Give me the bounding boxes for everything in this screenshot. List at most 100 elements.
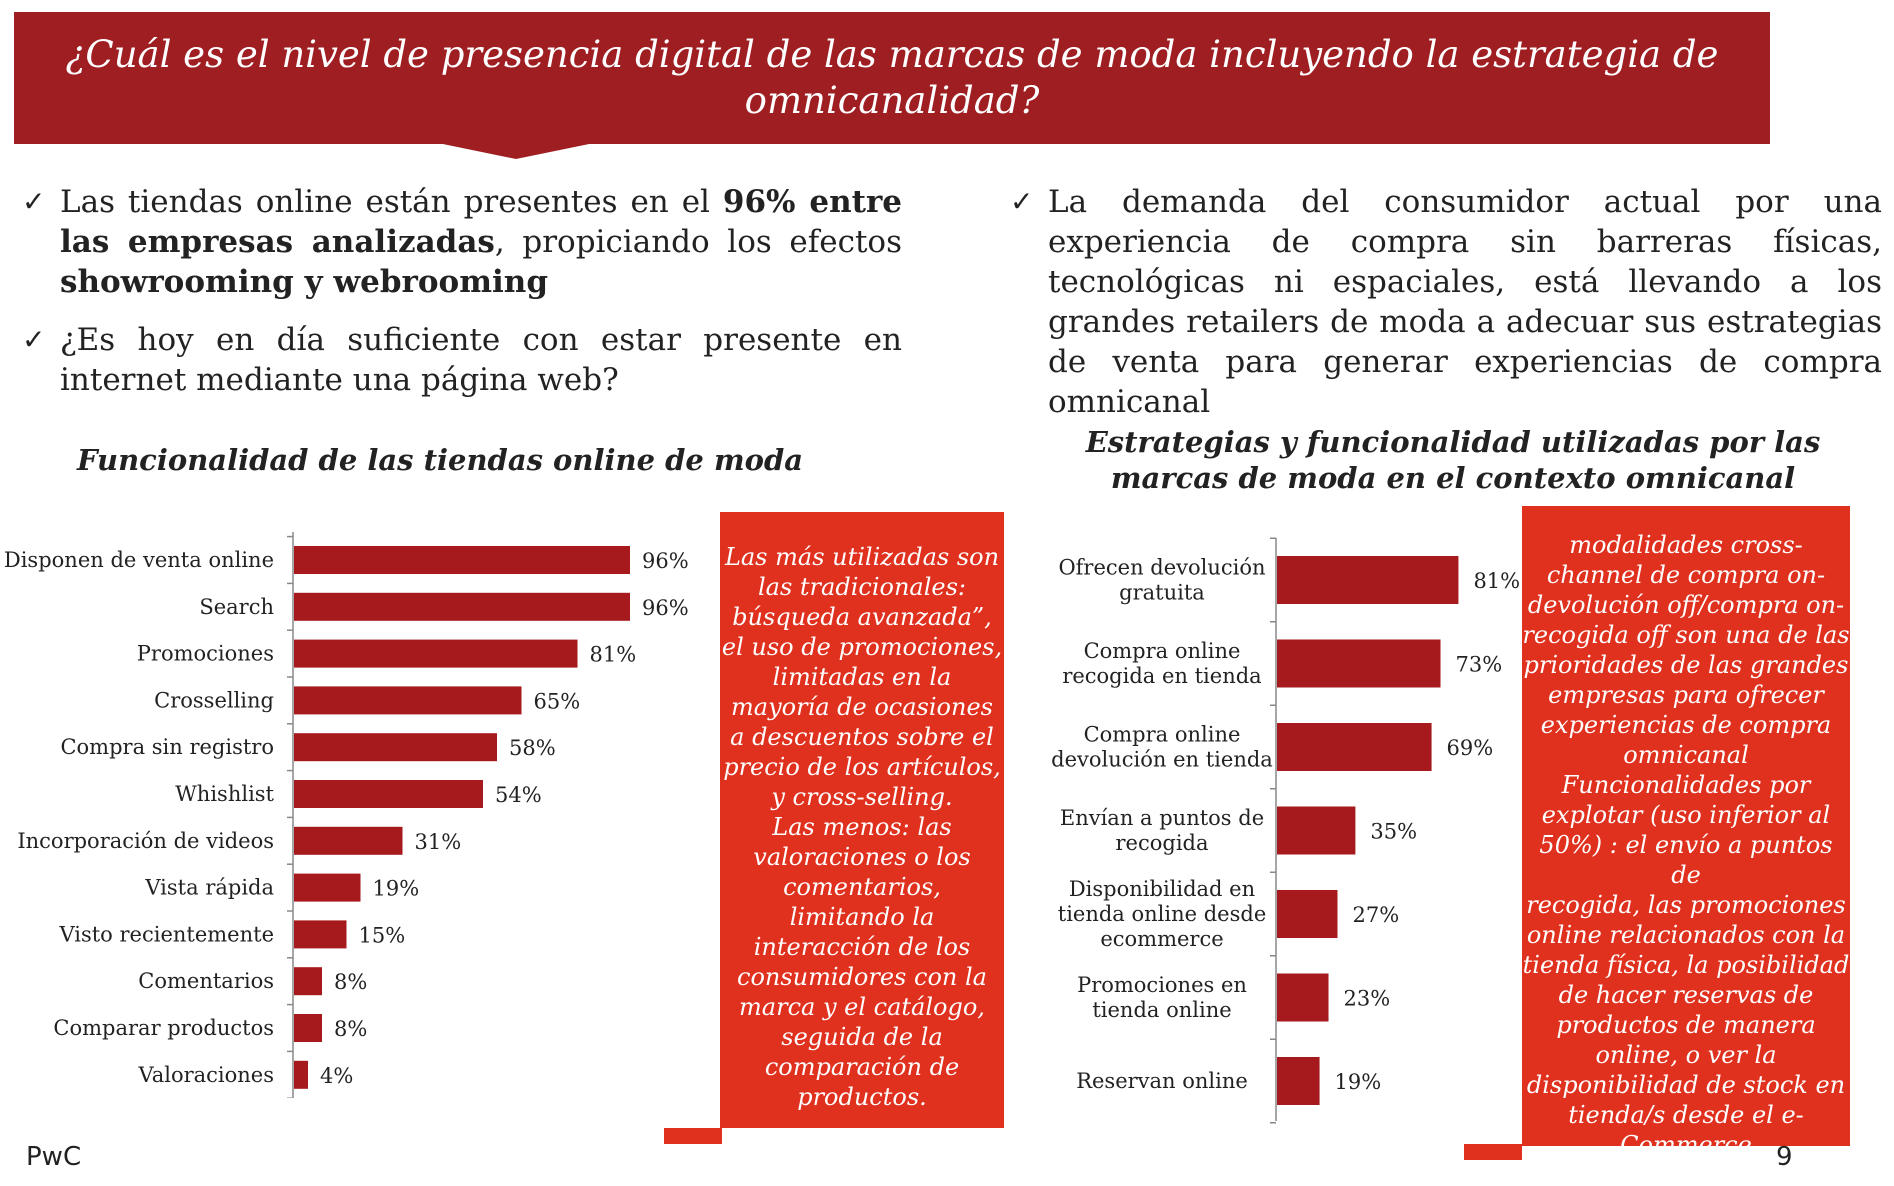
category-label: Crosselling (154, 688, 274, 712)
bar (294, 592, 630, 621)
bar (294, 733, 497, 762)
page-title-line1: ¿Cuál es el nivel de presencia digital d… (65, 33, 1719, 76)
callout-right-line: experiencias de compra (1540, 711, 1832, 739)
category-label: Comentarios (138, 969, 274, 993)
bar (294, 686, 522, 715)
data-label: 81% (590, 643, 637, 667)
callout-right-line: de hacer reservas de (1558, 981, 1814, 1009)
page-title-line2: omnicanalidad? (744, 79, 1040, 122)
category-label: Compra sin registro (60, 735, 274, 759)
callout-left-line: interacción de los (753, 933, 971, 961)
callout-right-line: omnicanal (1623, 741, 1749, 769)
bar (1277, 806, 1356, 855)
category-label: Incorporación de videos (17, 829, 274, 853)
data-label: 81% (1473, 569, 1520, 593)
data-label: 8% (334, 970, 367, 994)
callout-left-line: comparación de (764, 1053, 960, 1081)
callout-right-line: devolución off/compra on- (1527, 591, 1845, 619)
category-label: Search (199, 595, 274, 619)
data-label: 35% (1370, 820, 1417, 844)
callout-right-line: tienda/s desde el e- (1568, 1101, 1804, 1129)
chart-1-title: Funcionalidad de las tiendas online de m… (76, 443, 804, 477)
check-icon: ✓ (22, 185, 46, 218)
data-label: 19% (1335, 1070, 1382, 1094)
category-label: ecommerce (1100, 927, 1223, 951)
callout-left-line: valoraciones o los (753, 843, 971, 871)
category-label: recogida (1116, 831, 1209, 855)
callout-right-line: tienda física, la posibilidad (1522, 951, 1850, 979)
category-label: devolución en tienda (1051, 748, 1273, 772)
callout-right-line: Funcionalidades por (1561, 771, 1811, 799)
category-label: Disponen de venta online (4, 548, 274, 572)
title-banner (14, 12, 1770, 144)
bar (294, 780, 483, 808)
data-label: 23% (1344, 987, 1391, 1011)
callout-right-line: recogida, las promociones (1526, 891, 1846, 919)
callout-left-line: Las más utilizadas son (724, 543, 1000, 571)
category-label: Envían a puntos de (1060, 806, 1264, 830)
bar (294, 1060, 308, 1089)
category-label: tienda online desde (1058, 902, 1267, 926)
data-label: 19% (373, 877, 420, 901)
bar (1277, 973, 1329, 1022)
page-number: 9 (1776, 1142, 1793, 1172)
category-label: Compra online (1084, 723, 1241, 747)
category-label: recogida en tienda (1062, 664, 1261, 688)
callout-left-line: búsqueda avanzada”, (732, 603, 992, 631)
callout-right-line: online, o ver la (1595, 1041, 1777, 1069)
callout-left-line: y cross-selling. (771, 783, 953, 811)
bar (294, 873, 361, 902)
banner-pointer (438, 143, 594, 159)
data-label: 96% (642, 549, 689, 573)
callout-right-line: recogida off son una de las (1522, 621, 1850, 649)
callout-right-line: explotar (uso inferior al (1541, 801, 1831, 829)
brand-label: PwC (26, 1142, 82, 1172)
callout-left-line: Las menos: las (772, 813, 952, 841)
callout-left-text: Las más utilizadas son las tradicionales:… (720, 542, 1004, 1112)
callout-right-line: Commerce (1620, 1131, 1752, 1159)
category-label: tienda online (1092, 998, 1231, 1022)
data-label: 96% (642, 596, 689, 620)
check-icon: ✓ (22, 323, 46, 356)
callout-left: Las más utilizadas son las tradicionales:… (720, 512, 1004, 1128)
category-label: Promociones en (1077, 973, 1247, 997)
chart-functionality: Disponen de venta online 96% Search 96% Prom… (4, 532, 689, 1098)
bar (1277, 1057, 1320, 1105)
category-label: Comparar productos (53, 1016, 274, 1040)
callout-right-line: prioridades de las grandes (1523, 651, 1849, 679)
category-label: gratuita (1119, 581, 1205, 605)
left-bullet-1-bold-a: 96% entre las empresas analizadas (60, 184, 902, 260)
category-label: Disponibilidad en (1069, 877, 1255, 901)
callout-left-line: las tradicionales: (757, 573, 966, 601)
right-bullet-1: ✓ La demanda del consumidor actual por u… (1010, 182, 1882, 422)
callout-left-line: consumidores con la (737, 963, 987, 991)
bar (294, 920, 347, 949)
bar (294, 826, 403, 855)
callout-left-line: a descuentos sobre el (730, 723, 994, 751)
chart-2-title: Estrategias y funcionalidad utilizadas p… (1085, 425, 1821, 495)
callout-right-line: online relacionados con la (1526, 921, 1846, 949)
callout-left-line: productos. (797, 1083, 927, 1111)
callout-left-line: el uso de promociones, (721, 633, 1003, 661)
bar (294, 639, 578, 668)
data-label: 4% (320, 1064, 353, 1088)
left-bullet-2: ✓ ¿Es hoy en día suficiente con estar pr… (22, 320, 902, 400)
data-label: 8% (334, 1017, 367, 1041)
callout-left-line: limitadas en la (772, 663, 952, 691)
left-bullet-1-text-b: , propiciando los efectos (494, 224, 902, 260)
data-label: 27% (1352, 903, 1399, 927)
bar (1277, 890, 1338, 938)
bar (294, 546, 630, 574)
bar (1277, 723, 1432, 771)
callout-left-line: precio de los artículos, (723, 753, 1001, 781)
right-bullets: ✓ La demanda del consumidor actual por u… (1010, 182, 1882, 440)
check-icon: ✓ (1010, 185, 1034, 218)
left-bullet-1-text-a: Las tiendas online están presentes en el (60, 184, 723, 220)
category-label: Promociones (137, 642, 274, 666)
callout-right-line: disponibilidad de stock en (1526, 1071, 1846, 1099)
callout-right-line: channel de compra on- (1546, 561, 1826, 589)
category-label: Whishlist (175, 782, 274, 806)
callout-right-text: modalidades cross-channel de compra on-d… (1522, 530, 1850, 1160)
callout-right-line: productos de manera (1556, 1011, 1816, 1039)
